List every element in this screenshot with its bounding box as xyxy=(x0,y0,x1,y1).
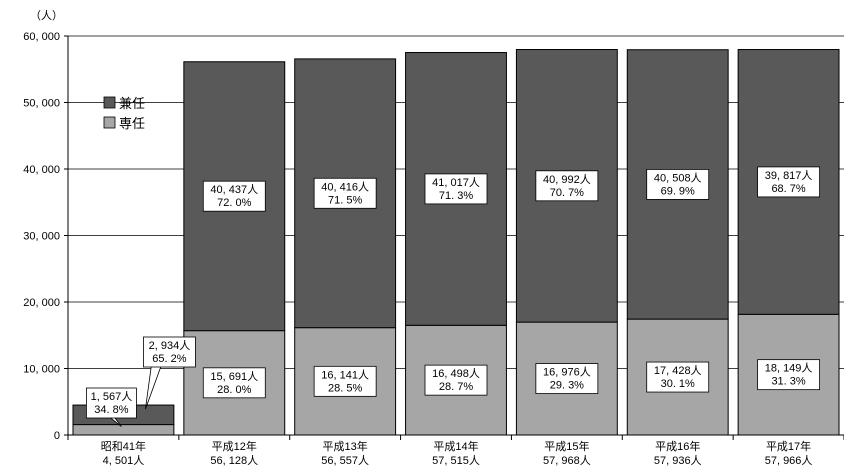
data-label-text: 16, 498人 xyxy=(432,367,480,380)
x-category-label: 平成12年 xyxy=(212,439,257,453)
x-category-total: 57, 966人 xyxy=(765,454,813,467)
data-label-text: 40, 508人 xyxy=(654,171,702,184)
legend-swatch xyxy=(103,96,116,109)
data-label-box xyxy=(646,361,710,393)
axes xyxy=(67,36,844,440)
legend-label: 専任 xyxy=(119,116,145,131)
data-label-text: 41, 017人 xyxy=(432,176,480,189)
x-category-label: 昭和41年 xyxy=(101,439,146,453)
data-label-text: 31. 3% xyxy=(771,376,805,388)
data-label-text: 39, 817人 xyxy=(765,169,813,182)
data-label-box xyxy=(424,364,488,396)
y-tick-label: 30, 000 xyxy=(23,231,60,243)
data-label-box xyxy=(535,170,599,202)
data-label-text: 71. 5% xyxy=(328,194,362,206)
data-label-text: 40, 416人 xyxy=(321,180,369,193)
data-label-text: 65. 2% xyxy=(152,353,186,365)
x-category-label: 平成16年 xyxy=(655,439,700,453)
y-axis-unit: （人） xyxy=(30,9,63,22)
callout-pointer xyxy=(145,364,163,410)
data-label-box xyxy=(424,173,488,205)
data-label-text: 29. 3% xyxy=(550,380,584,392)
data-label-text: 28. 5% xyxy=(328,382,362,394)
data-label-text: 16, 141人 xyxy=(321,368,369,381)
x-category-label: 平成13年 xyxy=(323,439,368,453)
data-label-box xyxy=(313,177,377,209)
x-category-label: 平成15年 xyxy=(544,439,589,453)
data-label-box xyxy=(202,180,266,212)
legend-swatch xyxy=(103,116,116,129)
x-category-label: 平成17年 xyxy=(766,439,811,453)
data-label-text: 69. 9% xyxy=(661,185,695,197)
data-label-text: 17, 428人 xyxy=(654,364,702,377)
data-label-box xyxy=(757,166,820,198)
y-tick-label: 10, 000 xyxy=(23,364,60,376)
data-label-box xyxy=(86,387,137,419)
y-tick-label: 50, 000 xyxy=(23,98,60,110)
data-label-box xyxy=(143,336,196,368)
data-label-box xyxy=(313,365,377,397)
data-label-text: 71. 3% xyxy=(439,190,473,202)
data-label-text: 34. 8% xyxy=(94,404,128,416)
data-label-text: 68. 7% xyxy=(771,183,805,195)
x-category-total: 4, 501人 xyxy=(103,454,145,467)
x-category-total: 57, 515人 xyxy=(432,454,480,467)
data-label-text: 1, 567人 xyxy=(91,390,133,403)
data-label-text: 40, 992人 xyxy=(543,173,591,186)
y-tick-label: 40, 000 xyxy=(23,164,60,176)
x-category-total: 57, 936人 xyxy=(654,454,702,467)
y-axis-ticks: 0 10, 000 20, 000 30, 000 40, 000 50, 000 60, … xyxy=(23,31,68,442)
data-label-text: 18, 149人 xyxy=(765,362,813,375)
data-label-box xyxy=(202,367,266,399)
data-label-text: 28. 7% xyxy=(439,381,473,393)
data-label-box xyxy=(757,359,820,391)
x-category-total: 56, 128人 xyxy=(210,454,258,467)
x-category-total: 57, 968人 xyxy=(543,454,591,467)
y-tick-label: 60, 000 xyxy=(23,31,60,43)
data-label-box xyxy=(535,363,599,394)
legend-label: 兼任 xyxy=(119,96,145,111)
y-tick-label: 0 xyxy=(54,430,60,442)
data-label-text: 30. 1% xyxy=(661,378,695,390)
data-label-text: 70. 7% xyxy=(550,187,584,199)
data-label-text: 16, 976人 xyxy=(543,366,591,379)
x-category-total: 56, 557人 xyxy=(321,454,369,467)
data-label-text: 40, 437人 xyxy=(210,183,258,196)
y-tick-label: 20, 000 xyxy=(23,297,60,309)
data-label-box xyxy=(646,169,710,200)
data-label-text: 72. 0% xyxy=(217,197,251,209)
x-category-label: 平成14年 xyxy=(433,439,478,453)
data-label-text: 15, 691人 xyxy=(210,370,258,383)
data-label-text: 28. 0% xyxy=(217,384,251,396)
bar-segment xyxy=(72,424,175,436)
data-label-text: 2, 934人 xyxy=(149,339,191,352)
